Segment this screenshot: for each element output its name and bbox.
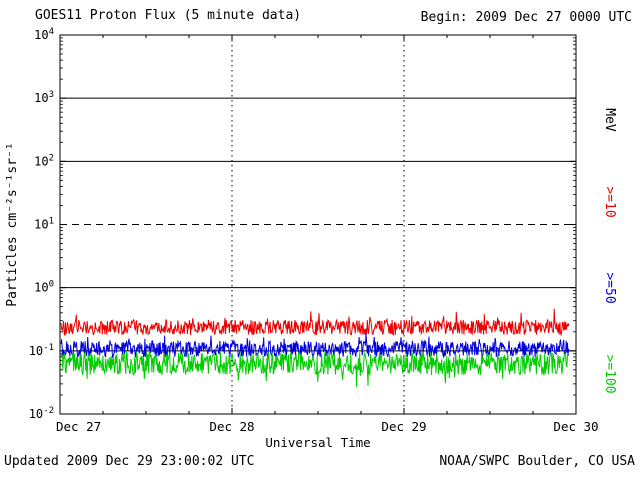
legend-label-ge10: >=10 <box>602 186 617 217</box>
x-tick-label-dec-29: Dec 29 <box>381 419 426 434</box>
legend-label-ge50: >=50 <box>602 272 617 303</box>
right-axis-unit-label: MeV <box>602 108 617 132</box>
source-credit: NOAA/SWPC Boulder, CO USA <box>439 454 635 469</box>
y-tick-label-4: 104 <box>34 27 54 42</box>
plot-frame <box>59 34 577 415</box>
y-tick-label-0: 100 <box>34 280 54 295</box>
y-tick-label--2: 10-2 <box>29 406 54 421</box>
series-line-ge100 <box>60 350 570 387</box>
y-tick-label-3: 103 <box>34 90 54 105</box>
legend-label-ge100: >=100 <box>602 354 617 393</box>
series-line-ge10 <box>60 308 570 337</box>
updated-timestamp: Updated 2009 Dec 29 23:00:02 UTC <box>4 454 255 469</box>
begin-timestamp: Begin: 2009 Dec 27 0000 UTC <box>420 10 632 25</box>
x-axis-label: Universal Time <box>265 435 370 450</box>
x-tick-label-dec-28: Dec 28 <box>209 419 254 434</box>
x-tick-label-dec-27: Dec 27 <box>56 419 101 434</box>
y-tick-label-1: 101 <box>34 217 54 232</box>
x-tick-label-dec-30: Dec 30 <box>553 419 598 434</box>
y-tick-label-2: 102 <box>34 153 54 168</box>
y-tick-label--1: 10-1 <box>29 343 54 358</box>
series-line-ge50 <box>60 333 570 359</box>
y-axis-label: Particles cm⁻²s⁻¹sr⁻¹ <box>5 142 20 306</box>
chart-title: GOES11 Proton Flux (5 minute data) <box>35 8 302 23</box>
